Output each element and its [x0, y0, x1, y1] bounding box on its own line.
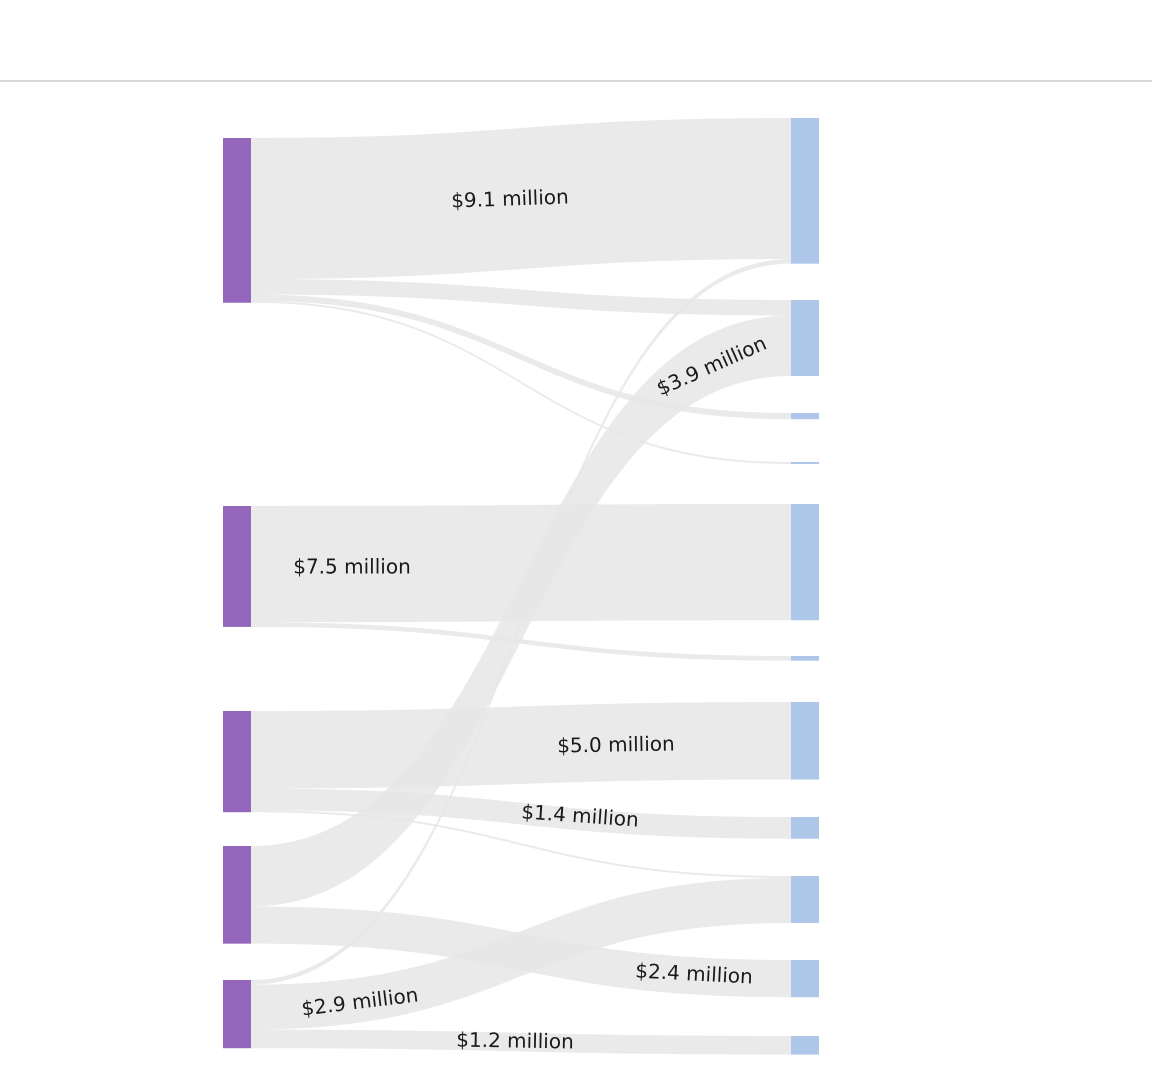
link-S5-T9 [251, 878, 791, 1030]
source-node-S4 [223, 846, 251, 944]
link-S1-T1 [251, 118, 791, 280]
link-S3-T7 [251, 702, 791, 789]
target-node-T10 [791, 960, 819, 998]
source-node-S1 [223, 138, 251, 303]
link-S1-T4 [251, 300, 791, 464]
target-node-T1 [791, 118, 819, 264]
link-label-S2-T5: $7.5 million [293, 555, 411, 579]
link-S5-T11 [251, 1029, 791, 1055]
target-node-T5 [791, 504, 819, 621]
nodes-layer [223, 118, 819, 1055]
target-node-T9 [791, 876, 819, 923]
links-layer [251, 118, 791, 1055]
top-divider [0, 80, 1152, 82]
link-label-S3-T7: $5.0 million [557, 731, 675, 757]
source-node-S2 [223, 506, 251, 627]
target-node-T2 [791, 300, 819, 376]
link-S5-T1 [251, 259, 791, 985]
link-S2-T6 [251, 622, 791, 661]
target-node-T8 [791, 817, 819, 839]
source-node-S3 [223, 711, 251, 813]
source-node-S5 [223, 980, 251, 1049]
link-label-S3-T8: $1.4 million [521, 799, 640, 831]
link-S1-T3 [251, 294, 791, 420]
target-node-T11 [791, 1036, 819, 1055]
target-node-T3 [791, 413, 819, 420]
link-S2-T5 [251, 504, 791, 623]
target-node-T6 [791, 656, 819, 661]
link-S3-T9 [251, 810, 791, 878]
link-S4-T2 [251, 315, 791, 907]
link-label-S1-T1: $9.1 million [451, 184, 569, 212]
target-node-T7 [791, 702, 819, 780]
link-S1-T2 [251, 279, 791, 316]
target-node-T4 [791, 462, 819, 464]
link-label-S5-T11: $1.2 million [456, 1027, 574, 1053]
